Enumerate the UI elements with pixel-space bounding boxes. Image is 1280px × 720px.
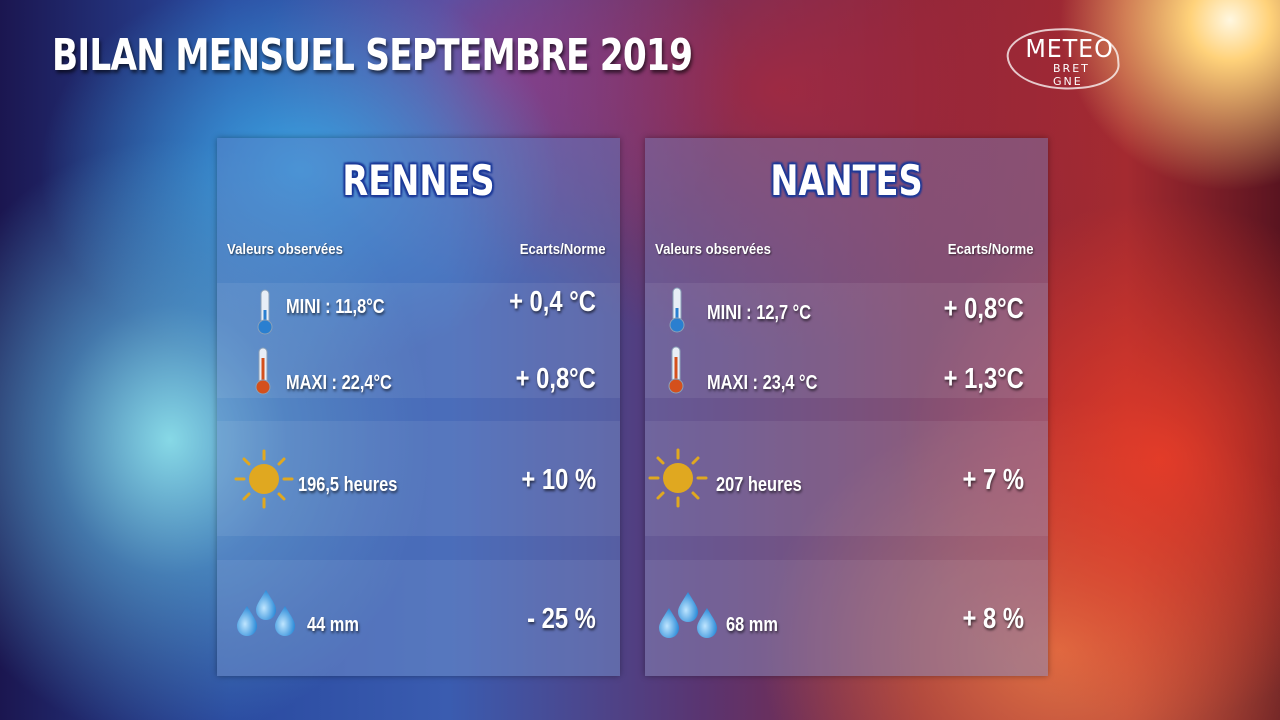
maxi-temp-deviation: + 1,3°C (943, 363, 1024, 395)
sunshine-value: 207 heures (716, 474, 802, 496)
mini-temp-value: MINI : 12,7 °C (707, 302, 812, 324)
header-observed: Valeurs observées (655, 241, 771, 258)
mini-temp-deviation: + 0,8°C (943, 293, 1024, 325)
rainfall-value: 44 mm (307, 614, 359, 636)
maxi-temp-value: MAXI : 23,4 °C (707, 372, 818, 394)
maxi-temp-value: MAXI : 22,4°C (286, 372, 392, 394)
thermometer-cold-icon (257, 289, 273, 335)
maxi-temp-deviation: + 0,8°C (515, 363, 596, 395)
logo-text-meteo: METEO (1025, 34, 1114, 63)
sunshine-value: 196,5 heures (298, 474, 398, 496)
page-title: BILAN MENSUEL SEPTEMBRE 2019 (52, 30, 693, 81)
sun-icon (234, 449, 294, 509)
rainfall-deviation: + 8 % (962, 603, 1024, 635)
mini-temp-value: MINI : 11,8°C (286, 296, 385, 318)
nantes-panel: NANTES Valeurs observées Ecarts/Norme MI… (645, 138, 1048, 676)
meteo-bretagne-logo: METEO BRET GNE (1004, 8, 1123, 98)
header-deviation: Ecarts/Norme (520, 241, 606, 258)
thermometer-hot-icon (255, 347, 271, 395)
mini-temp-deviation: + 0,4 °C (509, 286, 596, 318)
city-name: RENNES (342, 156, 495, 205)
rainfall-value: 68 mm (726, 614, 778, 636)
header-deviation: Ecarts/Norme (948, 241, 1034, 258)
rain-drops-icon (237, 590, 295, 636)
thermometer-cold-icon (669, 287, 685, 333)
logo-text-bretagne: BRET GNE (1053, 62, 1090, 88)
sunshine-deviation: + 7 % (962, 464, 1024, 496)
city-name: NANTES (770, 156, 923, 205)
sunshine-deviation: + 10 % (521, 464, 596, 496)
sun-icon (648, 448, 708, 508)
thermometer-hot-icon (668, 346, 684, 394)
rain-drops-icon (659, 592, 717, 638)
rennes-panel: RENNES Valeurs observées Ecarts/Norme MI… (217, 138, 620, 676)
rainfall-deviation: - 25 % (527, 603, 596, 635)
header-observed: Valeurs observées (227, 241, 343, 258)
